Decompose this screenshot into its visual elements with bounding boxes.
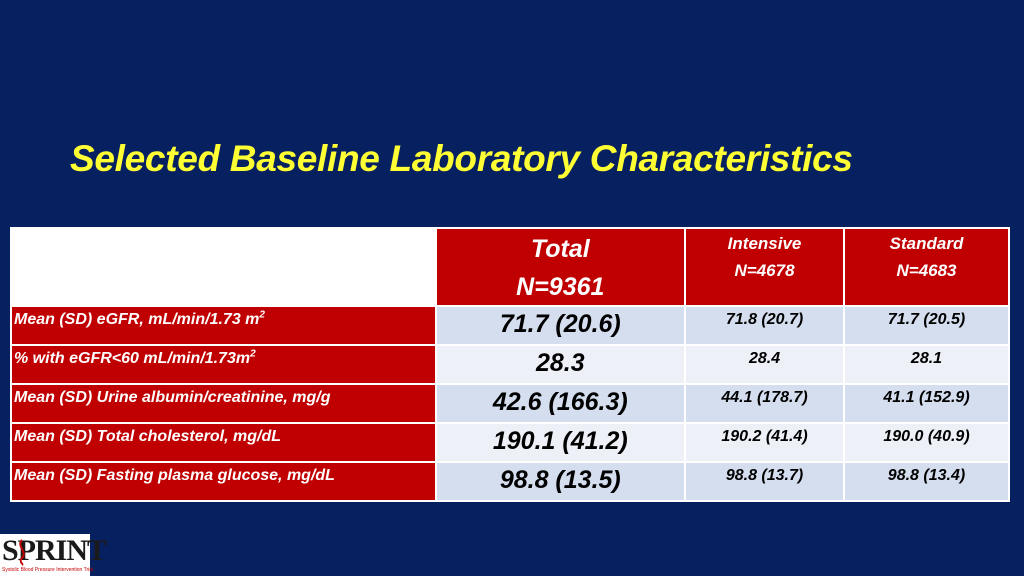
table-header-row: Total N=9361 Intensive N=4678 Standard N… (10, 227, 1010, 307)
row-label-text: Mean (SD) Urine albumin/creatinine, mg/g (14, 389, 331, 406)
row-label: Mean (SD) eGFR, mL/min/1.73 m2 (10, 305, 437, 346)
sprint-logo: SPRINT Systolic Blood Pressure Intervent… (0, 534, 107, 576)
cell-total: 42.6 (166.3) (434, 383, 687, 424)
cell-total: 98.8 (13.5) (434, 461, 687, 502)
cell-standard: 190.0 (40.9) (843, 422, 1010, 463)
table-row: % with eGFR<60 mL/min/1.73m2 28.3 28.4 2… (10, 344, 1010, 385)
row-label: Mean (SD) Fasting plasma glucose, mg/dL (10, 461, 437, 502)
row-label-text: Mean (SD) eGFR, mL/min/1.73 m (14, 311, 260, 328)
table-row: Mean (SD) Total cholesterol, mg/dL 190.1… (10, 422, 1010, 463)
cell-intensive: 71.8 (20.7) (684, 305, 845, 346)
lab-characteristics-table: Total N=9361 Intensive N=4678 Standard N… (10, 227, 1010, 502)
header-intensive-n: N=4678 (734, 261, 795, 280)
logo-tagline: Systolic Blood Pressure Intervention Tri… (2, 567, 94, 573)
header-total-n: N=9361 (516, 273, 605, 301)
cell-total: 71.7 (20.6) (434, 305, 687, 346)
table-row: Mean (SD) Urine albumin/creatinine, mg/g… (10, 383, 1010, 424)
row-label-superscript: 2 (259, 309, 265, 321)
table-row: Mean (SD) Fasting plasma glucose, mg/dL … (10, 461, 1010, 502)
header-intensive: Intensive N=4678 (684, 227, 845, 307)
cell-standard: 71.7 (20.5) (843, 305, 1010, 346)
cell-standard: 98.8 (13.4) (843, 461, 1010, 502)
header-intensive-label: Intensive (727, 234, 802, 253)
row-label: Mean (SD) Total cholesterol, mg/dL (10, 422, 437, 463)
sprint-swirl-icon (19, 539, 25, 566)
header-standard-label: Standard (889, 234, 964, 253)
cell-intensive: 98.8 (13.7) (684, 461, 845, 502)
header-total-label: Total (530, 235, 590, 263)
header-total: Total N=9361 (434, 227, 687, 307)
cell-standard: 28.1 (843, 344, 1010, 385)
header-standard: Standard N=4683 (843, 227, 1010, 307)
cell-intensive: 28.4 (684, 344, 845, 385)
header-standard-n: N=4683 (896, 261, 957, 280)
slide-title: Selected Baseline Laboratory Characteris… (70, 138, 853, 179)
header-blank-cell (10, 227, 437, 307)
row-label: % with eGFR<60 mL/min/1.73m2 (10, 344, 437, 385)
row-label-text: Mean (SD) Total cholesterol, mg/dL (14, 428, 281, 445)
cell-total: 190.1 (41.2) (434, 422, 687, 463)
cell-total: 28.3 (434, 344, 687, 385)
row-label-text: % with eGFR<60 mL/min/1.73m (14, 350, 251, 367)
row-label: Mean (SD) Urine albumin/creatinine, mg/g (10, 383, 437, 424)
table-row: Mean (SD) eGFR, mL/min/1.73 m2 71.7 (20.… (10, 305, 1010, 346)
row-label-text: Mean (SD) Fasting plasma glucose, mg/dL (14, 467, 335, 484)
row-label-superscript: 2 (250, 348, 256, 360)
cell-intensive: 190.2 (41.4) (684, 422, 845, 463)
cell-standard: 41.1 (152.9) (843, 383, 1010, 424)
logo-wordmark: SPRINT (2, 534, 107, 567)
cell-intensive: 44.1 (178.7) (684, 383, 845, 424)
